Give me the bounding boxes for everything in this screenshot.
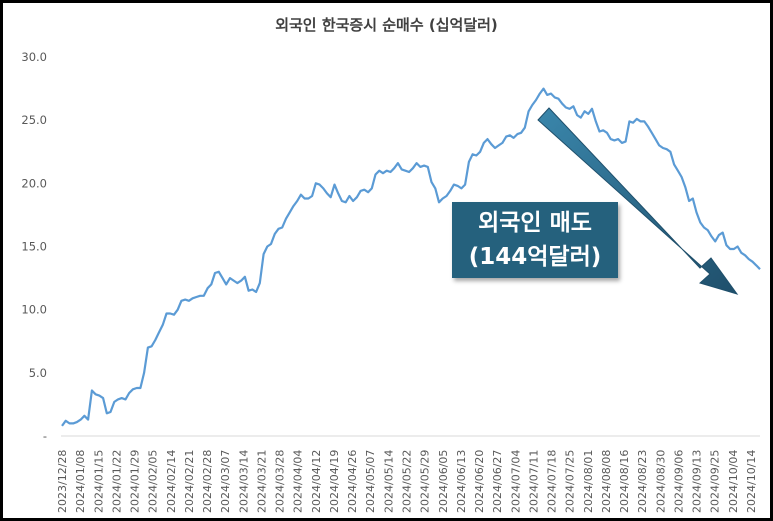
- y-tick-label: 5.0: [29, 366, 47, 380]
- x-tick-label: 2024/10/14: [745, 450, 758, 513]
- y-tick-label: -: [43, 429, 47, 443]
- series-line: [61, 87, 761, 427]
- x-tick-label: 2024/08/01: [582, 450, 595, 513]
- x-tick-label: 2024/04/12: [310, 450, 323, 513]
- annotation-line-2: (144억달러): [468, 244, 602, 270]
- x-tick-label: 2024/02/21: [183, 450, 196, 513]
- x-tick-label: 2024/01/29: [129, 450, 142, 513]
- x-tick-label: 2024/09/06: [672, 450, 685, 513]
- y-tick-label: 15.0: [21, 240, 47, 254]
- x-tick-label: 2024/01/08: [74, 450, 87, 513]
- x-tick-label: 2024/03/07: [219, 450, 232, 513]
- x-tick-label: 2024/07/11: [527, 450, 540, 513]
- x-tick-label: 2024/05/07: [364, 450, 377, 513]
- trend-arrow: [537, 107, 739, 295]
- x-tick-label: 2024/07/04: [509, 450, 522, 513]
- x-tick-label: 2024/10/04: [727, 450, 740, 513]
- x-tick-label: 2024/08/08: [600, 450, 613, 513]
- x-tick-label: 2024/02/14: [165, 450, 178, 513]
- y-axis-ticks: 30.0 25.0 20.0 15.0 10.0 5.0 -: [21, 50, 47, 443]
- annotation-callout: 외국인 매도 (144억달러): [452, 202, 618, 278]
- chart-title: 외국인 한국증시 순매수 (십억달러): [275, 16, 498, 34]
- x-tick-label: 2024/09/13: [691, 450, 704, 513]
- x-tick-label: 2024/09/25: [709, 450, 722, 513]
- x-tick-label: 2024/04/04: [292, 450, 305, 513]
- x-tick-label: 2024/06/13: [455, 450, 468, 513]
- x-tick-label: 2024/02/05: [147, 450, 160, 513]
- x-tick-label: 2024/03/28: [274, 450, 287, 513]
- x-tick-label: 2024/05/22: [401, 450, 414, 513]
- x-tick-label: 2024/08/23: [636, 450, 649, 513]
- x-tick-label: 2024/08/30: [654, 450, 667, 513]
- x-tick-label: 2024/03/21: [255, 450, 268, 513]
- x-tick-label: 2024/04/19: [328, 450, 341, 513]
- x-tick-label: 2023/12/28: [56, 450, 69, 513]
- x-tick-label: 2024/03/14: [237, 450, 250, 513]
- x-tick-label: 2024/01/22: [110, 450, 123, 513]
- x-tick-label: 2024/07/18: [546, 450, 559, 513]
- x-tick-label: 2024/06/05: [437, 450, 450, 513]
- annotation-line-1: 외국인 매도: [478, 210, 592, 236]
- x-tick-label: 2024/04/26: [346, 450, 359, 513]
- x-tick-label: 2024/06/20: [473, 450, 486, 513]
- y-tick-label: 10.0: [21, 303, 47, 317]
- x-tick-label: 2024/01/15: [92, 450, 105, 513]
- x-axis-ticks: 2023/12/28 2024/01/08 2024/01/15 2024/01/22…: [56, 450, 758, 513]
- x-tick-label: 2024/05/29: [419, 450, 432, 513]
- y-tick-label: 30.0: [21, 50, 47, 64]
- x-tick-label: 2024/07/25: [564, 450, 577, 513]
- x-tick-label: 2024/08/16: [618, 450, 631, 513]
- y-tick-label: 25.0: [21, 113, 47, 127]
- x-tick-label: 2024/06/27: [491, 450, 504, 513]
- y-tick-label: 20.0: [21, 176, 47, 190]
- x-tick-label: 2024/05/14: [382, 450, 395, 513]
- x-tick-label: 2024/02/28: [201, 450, 214, 513]
